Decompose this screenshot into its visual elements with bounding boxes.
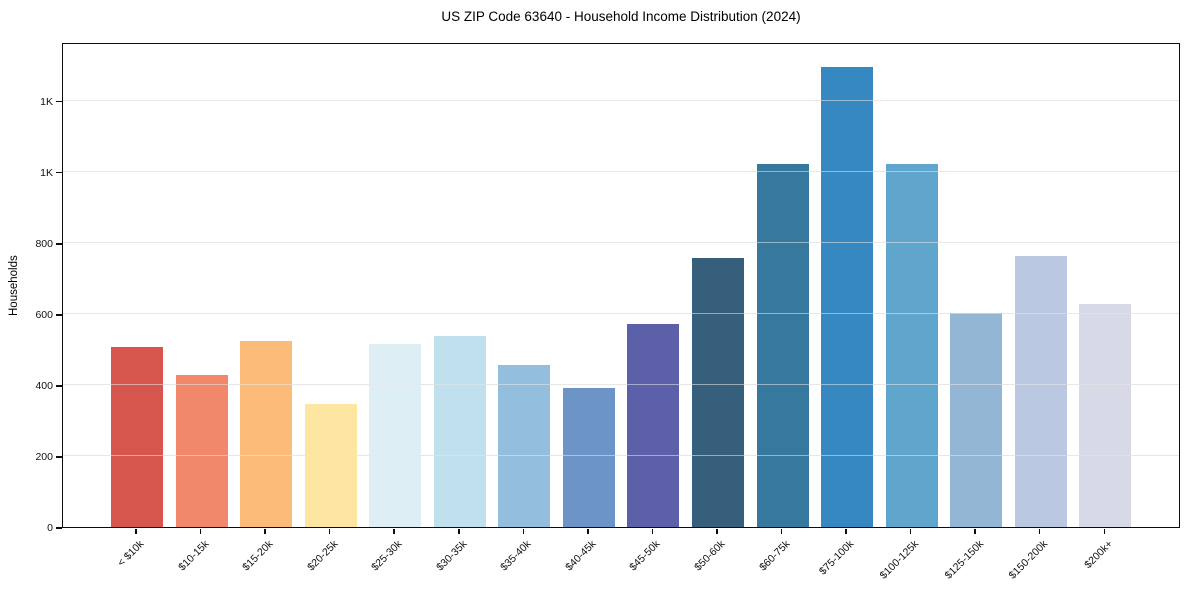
- x-tick-label-35-40k: $35-40k: [498, 538, 534, 574]
- bar-60-75k: [756, 163, 809, 527]
- x-tick-mark: [458, 529, 460, 534]
- x-tick-mark: [651, 529, 654, 534]
- x-tick-label-10k: < $10k: [115, 538, 147, 569]
- y-axis-label: Households: [8, 255, 20, 316]
- gridline-overlay-600: [63, 312, 1179, 314]
- y-tick-label-400: 400: [35, 379, 53, 392]
- x-tick-mark: [587, 529, 589, 534]
- y-tick-mark: [56, 314, 62, 316]
- x-tick-label-40-45k: $40-45k: [563, 538, 599, 574]
- x-tick-label-60-75k: $60-75k: [756, 538, 792, 574]
- x-tick-mark: [264, 529, 266, 534]
- y-tick-label-800: 800: [35, 237, 53, 250]
- bar-75-100k: [821, 66, 874, 527]
- bar-50-60k: [691, 258, 744, 527]
- gridline-overlay-1200: [63, 99, 1179, 101]
- x-tick-label-15-20k: $15-20k: [240, 538, 276, 574]
- bar-20-25k: [304, 404, 357, 527]
- x-tick-mark: [135, 529, 137, 534]
- y-tick-label-1200: 1K: [40, 95, 53, 108]
- x-tick-mark: [328, 529, 331, 534]
- x-tick-label-45-50k: $45-50k: [627, 538, 663, 574]
- y-tick-mark: [56, 527, 62, 529]
- y-tick-label-200: 200: [35, 450, 53, 463]
- x-tick-label-30-35k: $30-35k: [433, 538, 470, 574]
- x-tick-label-200k: $200k+: [1081, 538, 1115, 572]
- bar-10-15k: [175, 374, 228, 527]
- x-tick-label-150-200k: $150-200k: [1006, 538, 1051, 582]
- x-tick-label-10-15k: $10-15k: [175, 538, 212, 574]
- x-tick-label-75-100k: $75-100k: [817, 538, 857, 578]
- x-tick-mark: [909, 529, 912, 534]
- x-tick-mark: [780, 529, 783, 534]
- x-tick-mark: [974, 529, 976, 534]
- x-tick-label-50-60k: $50-60k: [692, 538, 728, 574]
- plot-area: [62, 43, 1180, 528]
- bar-200k: [1079, 303, 1132, 527]
- y-tick-label-600: 600: [35, 308, 53, 321]
- bar-25-30k: [369, 344, 422, 527]
- bar-45-50k: [627, 324, 680, 527]
- x-tick-mark: [716, 529, 718, 534]
- x-tick-mark: [1103, 529, 1105, 534]
- y-tick-mark: [56, 456, 62, 458]
- y-tick-mark: [56, 243, 62, 245]
- x-tick-mark: [393, 529, 395, 534]
- bar-15-20k: [240, 340, 293, 527]
- y-tick-label-0: 0: [47, 522, 53, 534]
- bar-100-125k: [885, 163, 938, 527]
- x-tick-mark: [522, 529, 525, 534]
- bar-150-200k: [1014, 255, 1067, 527]
- y-tick-mark: [56, 385, 62, 387]
- x-tick-label-100-125k: $100-125k: [877, 538, 922, 582]
- gridline-overlay-1000: [63, 170, 1179, 172]
- bar-10k: [111, 346, 163, 527]
- y-tick-mark: [56, 100, 62, 103]
- bar-125-150k: [950, 312, 1003, 527]
- gridline-overlay-800: [63, 241, 1179, 243]
- x-tick-label-20-25k: $20-25k: [304, 538, 341, 574]
- x-tick-mark: [845, 529, 847, 534]
- bar-40-45k: [562, 388, 615, 527]
- x-tick-label-25-30k: $25-30k: [369, 538, 405, 574]
- gridline-overlay-400: [63, 383, 1179, 385]
- x-tick-mark: [1038, 529, 1041, 534]
- x-tick-mark: [199, 529, 202, 534]
- x-tick-label-125-150k: $125-150k: [942, 538, 986, 582]
- chart-title: US ZIP Code 63640 - Household Income Dis…: [441, 9, 801, 24]
- bar-30-35k: [433, 335, 486, 527]
- gridline-overlay-200: [63, 454, 1179, 456]
- y-tick-label-1000: 1K: [40, 166, 53, 179]
- y-tick-mark: [56, 171, 62, 174]
- bar-35-40k: [498, 364, 551, 527]
